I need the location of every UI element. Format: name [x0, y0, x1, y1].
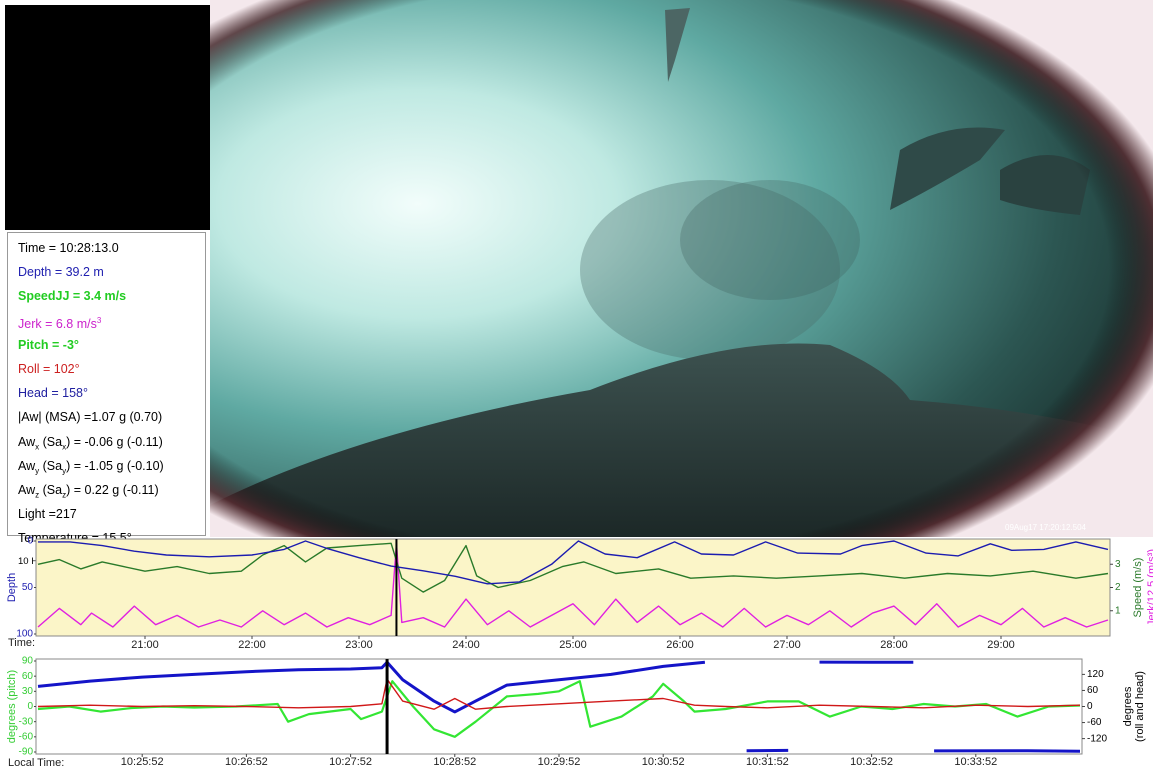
video-timestamp: 09Aug17 17:20:12.504	[1005, 523, 1087, 532]
info-line: |Aw| (MSA) =1.07 g (0.70)	[18, 409, 205, 433]
info-line: Awx (Sax) = -0.06 g (-0.11)	[18, 434, 205, 458]
black-panel	[5, 5, 210, 230]
video-frame: 09Aug17 17:20:12.504	[210, 0, 1153, 537]
info-text: SpeedJJ = 3.4 m/s	[18, 289, 126, 303]
y-axis-label: degrees (pitch)	[6, 670, 18, 743]
y2-tick-label: -60	[1087, 717, 1102, 728]
info-text: Jerk = 6.8 m/s	[18, 317, 97, 331]
info-line: Pitch = -3°	[18, 337, 205, 361]
info-text: Light =217	[18, 507, 77, 521]
info-text: ) = -0.06 g (-0.11)	[66, 435, 163, 449]
info-text: Head = 158°	[18, 386, 88, 400]
info-text: Time = 10:28:13.0	[18, 241, 119, 255]
info-text: Aw	[18, 483, 35, 497]
info-text: (Sa	[39, 483, 62, 497]
info-line: Time = 10:28:13.0	[18, 240, 205, 264]
x-tick-label: 10:31:52	[746, 756, 789, 768]
y2-tick-label: -120	[1087, 733, 1107, 744]
y-tick-label: 30	[22, 686, 34, 697]
x-tick-label: 26:00	[666, 639, 694, 651]
x-tick-label: 25:00	[559, 639, 587, 651]
info-text: |Aw| (MSA) =1.07 g (0.70)	[18, 410, 162, 424]
info-line: Jerk = 6.8 m/s3	[18, 313, 205, 337]
x-tick-label: 10:28:52	[433, 756, 476, 768]
x-tick-label: 10:29:52	[538, 756, 581, 768]
info-panel: Time = 10:28:13.0 Depth = 39.2 m SpeedJJ =…	[7, 232, 206, 536]
x-tick-label: 24:00	[452, 639, 480, 651]
y2-tick-label: 60	[1087, 685, 1099, 696]
y-tick-label: 0	[27, 701, 33, 712]
info-line: Temperature = 15.5°	[18, 530, 205, 554]
x-tick-label: 10:33:52	[954, 756, 997, 768]
info-line: Depth = 39.2 m	[18, 264, 205, 288]
y2-axis-label: (roll and head)	[1134, 671, 1146, 742]
series-line	[38, 679, 1080, 709]
x-tick-label: 22:00	[238, 639, 266, 651]
x-tick-label: 10:30:52	[642, 756, 685, 768]
info-text: Roll = 102°	[18, 362, 80, 376]
y-tick-label: 90	[22, 656, 34, 667]
x-tick-label: 10:27:52	[329, 756, 372, 768]
y2-axis-label: degrees	[1122, 686, 1134, 726]
y2-tick-label: 120	[1087, 669, 1104, 680]
info-line: Roll = 102°	[18, 361, 205, 385]
y-tick-label: 60	[22, 671, 34, 682]
info-text: ) = 0.22 g (-0.11)	[66, 483, 159, 497]
info-text: Pitch = -3°	[18, 338, 79, 352]
x-tick-label: 21:00	[131, 639, 159, 651]
lens-rim	[210, 0, 1153, 537]
info-text: Aw	[18, 459, 35, 473]
y-tick-label: 50	[22, 582, 34, 593]
x-axis-label: Time:	[8, 637, 35, 649]
screen: Time = 10:28:13.0 Depth = 39.2 m SpeedJJ =…	[0, 0, 1153, 770]
x-tick-label: 28:00	[880, 639, 908, 651]
x-tick-label: 10:25:52	[121, 756, 164, 768]
info-text: Temperature = 15.5°	[18, 531, 132, 545]
info-text: Depth = 39.2 m	[18, 265, 104, 279]
x-axis-label: Local Time:	[8, 757, 64, 769]
info-line: SpeedJJ = 3.4 m/s	[18, 288, 205, 312]
info-line: Light =217	[18, 506, 205, 530]
info-line: Awy (Say) = -1.05 g (-0.10)	[18, 458, 205, 482]
y2-axis-label: Jerk/12.5 (m/s³)	[1146, 549, 1153, 626]
y2-tick-label: 0	[1087, 701, 1093, 712]
info-text: 3	[97, 316, 101, 325]
x-tick-label: 27:00	[773, 639, 801, 651]
y-tick-label: -30	[19, 716, 34, 727]
info-line: Awz (Saz) = 0.22 g (-0.11)	[18, 482, 205, 506]
series-line	[38, 681, 1080, 737]
series-line	[38, 662, 1080, 751]
y2-tick-label: 3	[1115, 559, 1121, 570]
y2-axis-label: Speed (m/s)	[1132, 558, 1144, 618]
info-text: ) = -1.05 g (-0.10)	[66, 459, 164, 473]
info-text: (Sa	[39, 435, 62, 449]
y-axis-label: Depth	[6, 573, 18, 602]
info-text: Aw	[18, 435, 35, 449]
y-tick-label: -90	[19, 747, 34, 758]
y-tick-label: -60	[19, 731, 34, 742]
y-tick-label: 100	[16, 629, 33, 640]
info-line: Head = 158°	[18, 385, 205, 409]
x-tick-label: 29:00	[987, 639, 1015, 651]
x-tick-label: 10:32:52	[850, 756, 893, 768]
x-tick-label: 23:00	[345, 639, 373, 651]
y2-tick-label: 2	[1115, 582, 1121, 593]
x-tick-label: 10:26:52	[225, 756, 268, 768]
info-text: (Sa	[39, 459, 62, 473]
info-text: 10 Hz datafile index: 58822:58823	[18, 556, 162, 567]
y2-tick-label: 1	[1115, 605, 1121, 616]
plot-area	[36, 659, 1082, 754]
info-line: 10 Hz datafile index: 58822:58823	[18, 554, 205, 578]
